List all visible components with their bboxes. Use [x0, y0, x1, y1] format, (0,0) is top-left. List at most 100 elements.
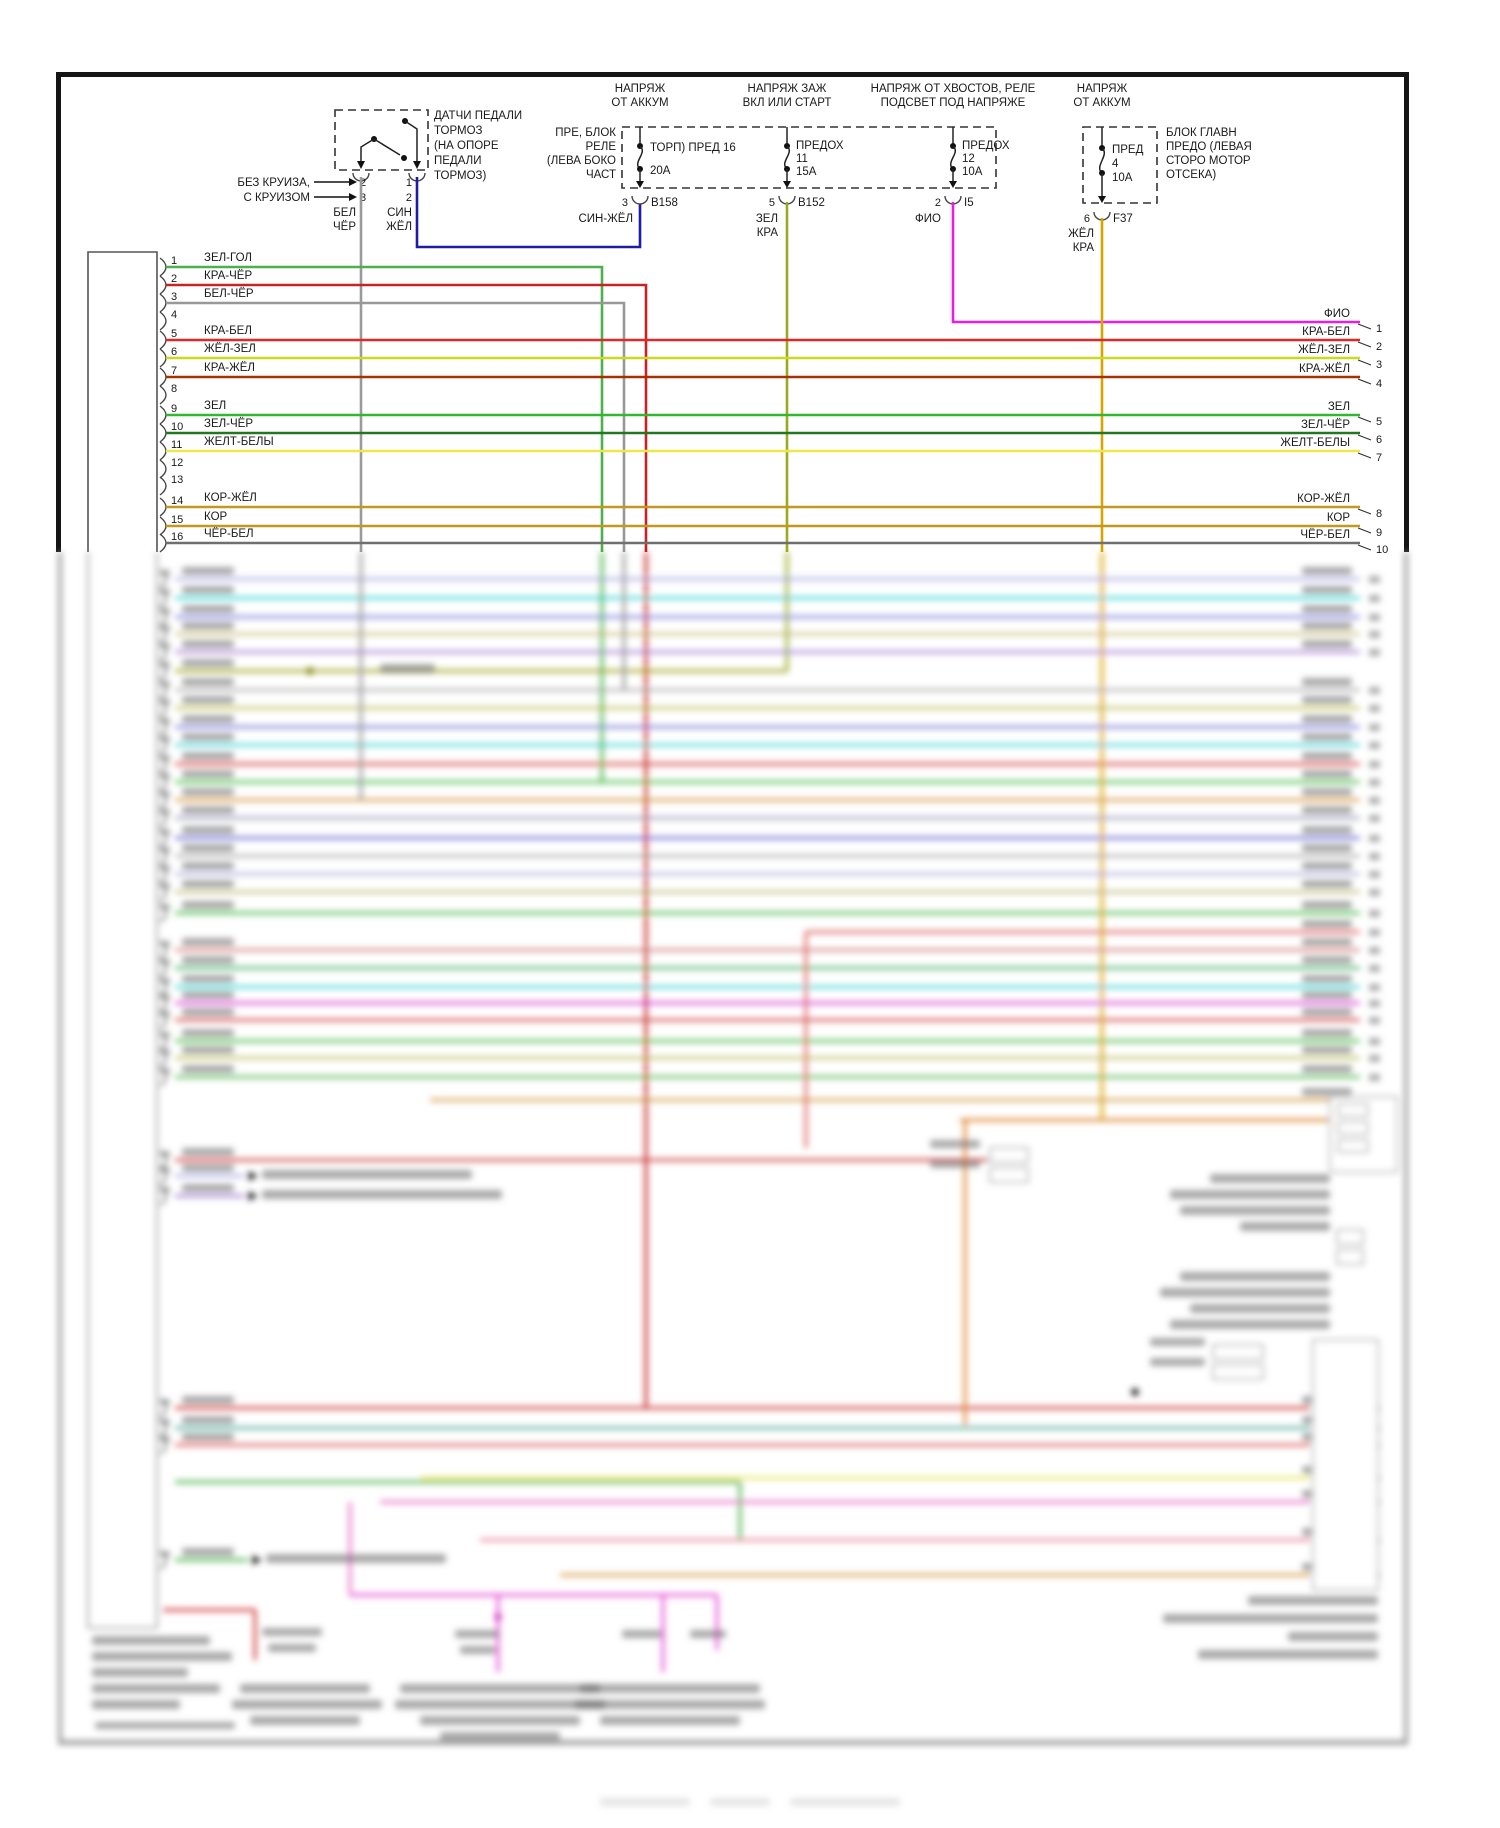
terminal-number: 10 [1376, 544, 1388, 556]
svg-text:15А: 15А [796, 166, 817, 178]
terminal-number-blur [1369, 910, 1380, 917]
fuse-labels: ТОРП) ПРЕД 16 20А ПРЕДОХ 11 15А ПРЕДОХ 1… [650, 140, 1010, 178]
pin-number-blur [161, 1151, 170, 1157]
wire-label-blur [182, 1065, 234, 1073]
svg-text:НАПРЯЖ ЗАЖ: НАПРЯЖ ЗАЖ [748, 83, 827, 95]
terminal-number: 1 [1376, 323, 1382, 335]
pin-arc [159, 423, 167, 443]
left-connector-box [87, 251, 158, 552]
svg-text:ОТСЕКА): ОТСЕКА) [1166, 169, 1216, 181]
wire-label-blur [1302, 938, 1352, 946]
pin-arc [159, 367, 167, 387]
terminal-number-blur [1369, 724, 1380, 731]
text-blur [92, 1636, 210, 1645]
pin-number-blur [161, 608, 170, 614]
wire-color-label: КОР [204, 511, 228, 523]
relay-box [621, 126, 997, 189]
pin-number-blur [161, 625, 170, 631]
pin-number-blur [161, 1419, 170, 1425]
text-blur [1210, 1174, 1330, 1183]
wire-label-blur [1302, 567, 1352, 575]
svg-text:ПРЕДО (ЛЕВАЯ: ПРЕДО (ЛЕВАЯ [1166, 141, 1252, 153]
wire-label-blur [182, 991, 234, 999]
text-blur [460, 1646, 496, 1654]
svg-text:(НА ОПОРЕ: (НА ОПОРЕ [434, 140, 499, 152]
text-blur [92, 1668, 188, 1677]
wire-label-blur [1302, 826, 1352, 834]
wire-label-blur [182, 586, 234, 594]
text-blur [92, 1700, 180, 1709]
wire-sin-zhel [415, 177, 642, 249]
svg-text:ЖЁЛ: ЖЁЛ [386, 221, 412, 233]
text-blur [600, 1716, 740, 1725]
text-blur [455, 1630, 499, 1638]
wire-label-blur [182, 1433, 234, 1441]
svg-text:ПЕДАЛИ: ПЕДАЛИ [434, 155, 481, 167]
svg-text:С КРУИЗОМ: С КРУИЗОМ [243, 192, 310, 204]
terminal-tick [1357, 527, 1372, 534]
arrow-down-icon [783, 181, 791, 188]
wire-color-label: ЗЕЛ [1328, 401, 1350, 413]
svg-text:НАПРЯЖ: НАПРЯЖ [615, 83, 666, 95]
wire-label-blur [1302, 1065, 1352, 1073]
arrow-right-icon [349, 178, 357, 186]
pin-number: 14 [171, 495, 183, 507]
pin-number-blur [161, 699, 170, 705]
svg-text:ЧАСТ: ЧАСТ [586, 169, 616, 181]
pin-number: 15 [171, 514, 183, 526]
arrow-down-icon [949, 181, 957, 188]
terminal-number-blur [1369, 1000, 1380, 1007]
svg-text:2: 2 [935, 197, 941, 209]
svg-text:ПРЕДОХ: ПРЕДОХ [796, 140, 844, 152]
pin-arc [159, 476, 167, 496]
svg-text:ОТ АККУМ: ОТ АККУМ [1073, 97, 1130, 109]
component-box-blur [1337, 1139, 1369, 1153]
wire-label-blur [182, 880, 234, 888]
wire-label-blur [1302, 678, 1352, 686]
text-blur [232, 1700, 382, 1709]
svg-text:РЕЛЕ: РЕЛЕ [585, 141, 616, 153]
wire-label-blur [182, 1416, 234, 1424]
svg-text:СТОРО МОТОР: СТОРО МОТОР [1166, 155, 1251, 167]
text-blur [580, 1684, 760, 1693]
pin-arc [159, 516, 167, 536]
svg-text:КРА: КРА [757, 227, 779, 239]
fuse-symbols [636, 127, 1106, 203]
main-fuse-connector: 6 F37 ЖЁЛ КРА [1068, 211, 1133, 254]
pin-number-blur [161, 1032, 170, 1038]
svg-text:3: 3 [360, 192, 366, 204]
terminal-number-blur [1369, 835, 1380, 842]
text-blur [1150, 1338, 1205, 1346]
svg-text:3: 3 [622, 197, 628, 209]
text-blur [420, 1716, 580, 1725]
arrow-down-icon [636, 181, 644, 188]
pin-number-blur [161, 570, 170, 576]
frame-border-top [56, 72, 1409, 77]
text-blur [622, 1630, 662, 1638]
wire-color-label: ЗЕЛ-ГОЛ [204, 252, 252, 264]
wire-color-label: КОР-ЖЁЛ [1297, 493, 1350, 505]
terminal-number: 6 [1376, 434, 1382, 446]
reference-label-blur [262, 1170, 472, 1179]
svg-text:6: 6 [1084, 213, 1090, 225]
pin-number-blur [161, 904, 170, 910]
reference-label-blur [266, 1554, 446, 1563]
blurred-diagram-continuation [58, 552, 1408, 1806]
pin-arc [159, 405, 167, 425]
svg-text:5: 5 [769, 197, 775, 209]
wire-color-label: ЧЁР-БЕЛ [204, 528, 254, 540]
svg-text:20А: 20А [650, 165, 671, 177]
right-terminals: 1 ФИО 2 КРА-БЕЛ 3 ЖЁЛ-ЗЕЛ 4 КРА-ЖЁЛ 5 ЗЕЛ 6 ЗЕЛ-ЧЁР… [1280, 308, 1388, 556]
wire-color-label: КРА-БЕЛ [1302, 326, 1350, 338]
wire-label-blur [182, 1008, 234, 1016]
text-blur [92, 1652, 232, 1661]
arrow-right-icon [252, 1555, 262, 1565]
terminal-number-blur [1369, 871, 1380, 878]
terminal-number-blur [1369, 984, 1380, 991]
arrow-right-icon [349, 193, 357, 201]
terminal-tick [1357, 359, 1372, 366]
component-box-blur [1337, 1103, 1369, 1117]
component-box-blur [1336, 1249, 1364, 1265]
svg-text:ТОРП) ПРЕД 16: ТОРП) ПРЕД 16 [650, 142, 736, 154]
